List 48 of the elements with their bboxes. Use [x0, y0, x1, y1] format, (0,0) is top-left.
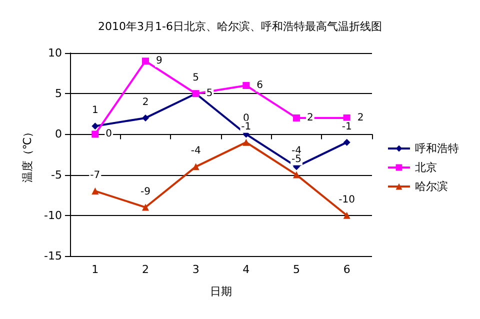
data-label: 2: [142, 96, 149, 108]
point: [343, 114, 350, 122]
data-label: 1: [92, 105, 98, 116]
point: [142, 204, 149, 211]
point: [343, 138, 350, 146]
y-tick-label: 10: [48, 46, 62, 60]
legend-label: 北京: [415, 161, 437, 174]
data-label: 5: [192, 72, 200, 84]
y-tick-label: 5: [55, 87, 62, 100]
data-label: -4: [190, 146, 201, 157]
x-axis-title: 日期: [210, 285, 232, 298]
x-tick-label: 1: [92, 263, 99, 276]
y-tick-label: -10: [44, 208, 62, 222]
legend-label: 哈尔滨: [415, 180, 448, 193]
x-tick-label: 3: [192, 263, 200, 276]
y-tick-label: 0: [55, 128, 62, 141]
x-tick-label: 2: [142, 263, 149, 276]
x-tick-label: 6: [343, 263, 350, 276]
point: [142, 114, 149, 122]
data-label: 0: [106, 128, 112, 140]
chart-title: 2010年3月1-6日北京、哈尔滨、呼和浩特最高气温折线图: [98, 20, 382, 33]
data-label: -1: [241, 121, 252, 132]
point: [92, 122, 99, 130]
data-label: -10: [338, 194, 356, 206]
y-tick-label: -15: [44, 250, 62, 262]
data-label: 6: [256, 80, 264, 91]
y-tick-label: -5: [51, 168, 62, 182]
x-tick-label: 4: [242, 263, 250, 276]
point: [142, 58, 149, 65]
data-label: -9: [140, 186, 150, 198]
point: [293, 171, 300, 178]
data-label: -5: [292, 154, 302, 165]
data-label: -1: [342, 121, 352, 132]
point: [343, 212, 350, 219]
point: [242, 138, 250, 146]
point: [92, 188, 99, 195]
data-label: 2: [307, 112, 314, 124]
y-axis-title: 温度（℃）: [21, 126, 34, 183]
data-label: 9: [156, 56, 162, 67]
x-tick-label: 5: [293, 263, 300, 276]
data-label: -7: [90, 170, 100, 182]
point: [242, 82, 250, 89]
point: [192, 163, 200, 170]
legend-label: 呼和浩特: [415, 142, 459, 155]
data-label: 2: [357, 112, 364, 124]
point: [293, 114, 300, 122]
data-label: 5: [206, 88, 213, 100]
point: [92, 130, 99, 138]
